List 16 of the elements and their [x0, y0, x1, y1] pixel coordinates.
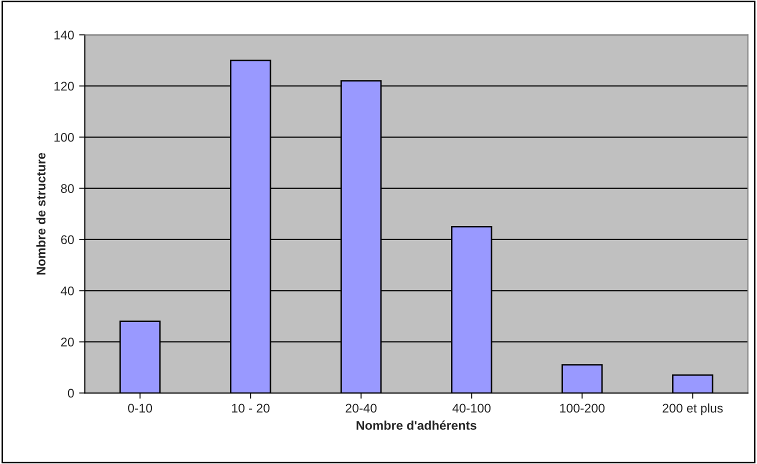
x-tick-label: 100-200 [560, 404, 605, 413]
y-tick-label: 60 [61, 235, 74, 244]
y-tick-label: 140 [54, 30, 74, 40]
y-tick-label: 100 [54, 132, 74, 142]
y-tick-label: 80 [61, 184, 74, 193]
y-tick-label: 0 [68, 388, 74, 398]
y-tick-label: 40 [60, 286, 74, 296]
x-tick-label: 10 - 20 [232, 404, 270, 413]
x-tick-label: 20-40 [346, 404, 377, 413]
x-axis-title: Nombre d'adhérents [356, 420, 476, 430]
y-tick-label: 20 [61, 338, 74, 346]
x-tick-label: 200 et plus [662, 403, 723, 416]
y-tick-label: 120 [54, 82, 74, 91]
x-tick-label: 40-100 [452, 404, 491, 413]
y-axis-title: Nombre de structure [36, 152, 46, 275]
x-tick-label: 0-10 [128, 404, 152, 413]
